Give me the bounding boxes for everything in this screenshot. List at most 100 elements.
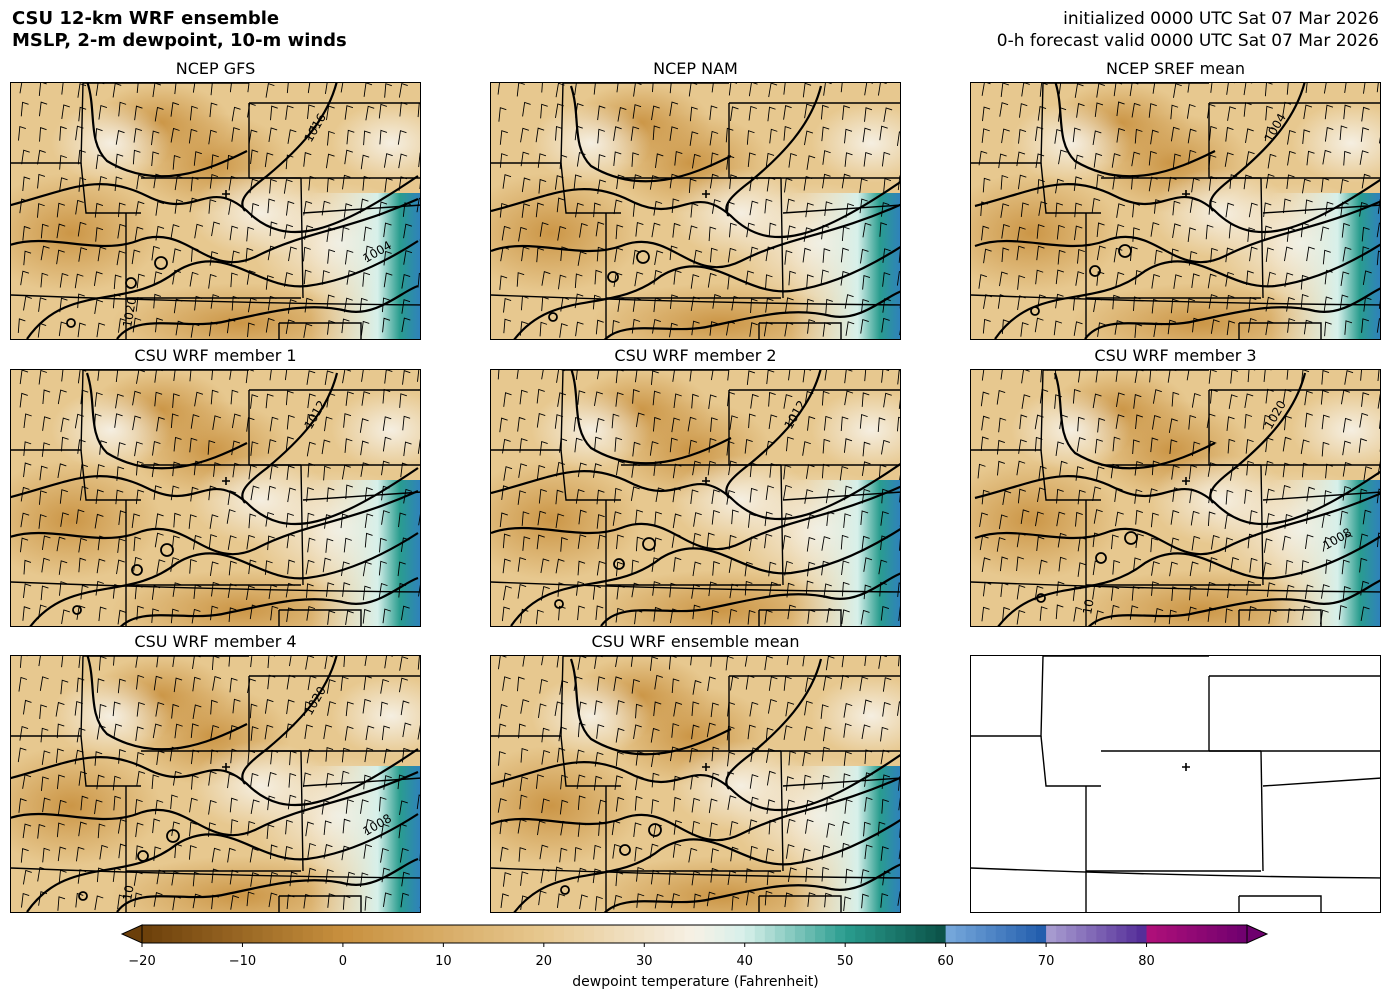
wind-barb [1224,152,1234,167]
wind-barb [899,304,900,309]
wind-barb [1151,273,1161,289]
wind-barb [822,248,831,263]
colorbar-segment [1116,925,1128,943]
wind-barb [843,896,852,912]
colorbar-segment [1005,925,1017,943]
colorbar-segment [935,925,947,943]
wind-barb [1170,126,1180,142]
wind-barb [322,557,332,573]
wind-barb [397,561,406,577]
mslp-closed-contour [642,537,656,551]
wind-barb [1321,414,1330,430]
wind-barb [783,105,792,120]
wind-barb [520,127,530,143]
wind-barb [211,581,220,597]
wind-barb [499,417,508,433]
wind-barb [711,746,720,762]
wind-barb [1072,388,1081,404]
wind-barb [823,583,832,599]
wind-barb [1021,370,1030,384]
wind-barb [38,297,47,312]
wind-barb [362,698,372,714]
wind-barb [764,890,773,906]
wind-barb [378,796,387,812]
mslp-contour [491,463,900,521]
wind-barb [346,871,356,887]
wind-barb [171,703,180,719]
state-border [1239,609,1322,626]
wind-barb [39,704,48,720]
wind-barb [1037,487,1046,503]
wind-barb [229,797,238,813]
wind-barb [1173,83,1182,98]
wind-barb [267,795,276,811]
dewpoint-shading [1291,103,1380,183]
wind-barb [363,844,373,859]
colorbar-segment [1166,925,1178,943]
wind-barb [615,656,618,668]
colorbar-segment [463,925,475,943]
wind-barb [729,821,739,836]
wind-barb [1000,370,1003,380]
wind-barb [286,200,295,216]
wind-barb [845,203,854,218]
wind-barb [595,418,605,433]
wind-barb [1226,294,1235,310]
wind-barb [727,370,730,381]
wind-barb [673,269,682,285]
wind-barb [499,202,508,218]
wind-barb [859,178,868,193]
wind-barb [596,676,606,691]
wind-barb [1225,126,1234,142]
wind-barb [862,274,871,290]
wind-barb [521,203,531,218]
wind-barb [99,440,108,455]
wind-barb [981,128,990,143]
wind-barb [208,273,217,289]
wind-barb [1058,556,1067,572]
wind-barb [1361,392,1370,407]
colorbar-segment [1226,925,1238,943]
wind-barb [516,83,525,97]
wind-barb [1172,200,1181,216]
wind-barb [342,174,351,190]
wind-barb [342,582,351,597]
wind-barb [1209,557,1218,572]
wind-barb [96,322,106,338]
wind-barb [842,773,851,788]
wind-barb [1091,197,1101,213]
wind-barb [1304,412,1313,428]
wind-barb [655,487,665,503]
mslp-contour [1209,83,1306,212]
colorbar-segment [744,925,756,943]
wind-barb [247,820,256,836]
wind-barb [1016,245,1025,261]
dewpoint-shading [971,173,1121,293]
wind-barb [807,892,816,907]
wind-barb [725,127,734,143]
wind-barb [118,843,127,859]
wind-barb [303,246,311,262]
wind-barb [616,534,624,550]
wind-barb [231,106,241,122]
wind-barb [344,725,354,741]
wind-barb [596,370,600,380]
wind-barb [115,153,124,169]
wind-barb [516,272,525,287]
wind-barb [764,656,773,671]
wind-barb [22,176,31,192]
wind-barb [749,487,758,503]
wind-barb [611,413,620,429]
wind-barb [573,416,582,432]
wind-barb [152,723,162,739]
colorbar-tick-label: 10 [435,954,452,969]
wind-barb [1210,83,1213,93]
wind-barb [864,796,873,812]
wind-barb [669,294,678,309]
wind-barb [323,844,333,859]
mslp-contour [11,489,419,556]
wind-barb [539,679,548,694]
wind-barb [689,131,699,146]
wind-barb [364,245,374,261]
wind-barb [327,701,337,716]
